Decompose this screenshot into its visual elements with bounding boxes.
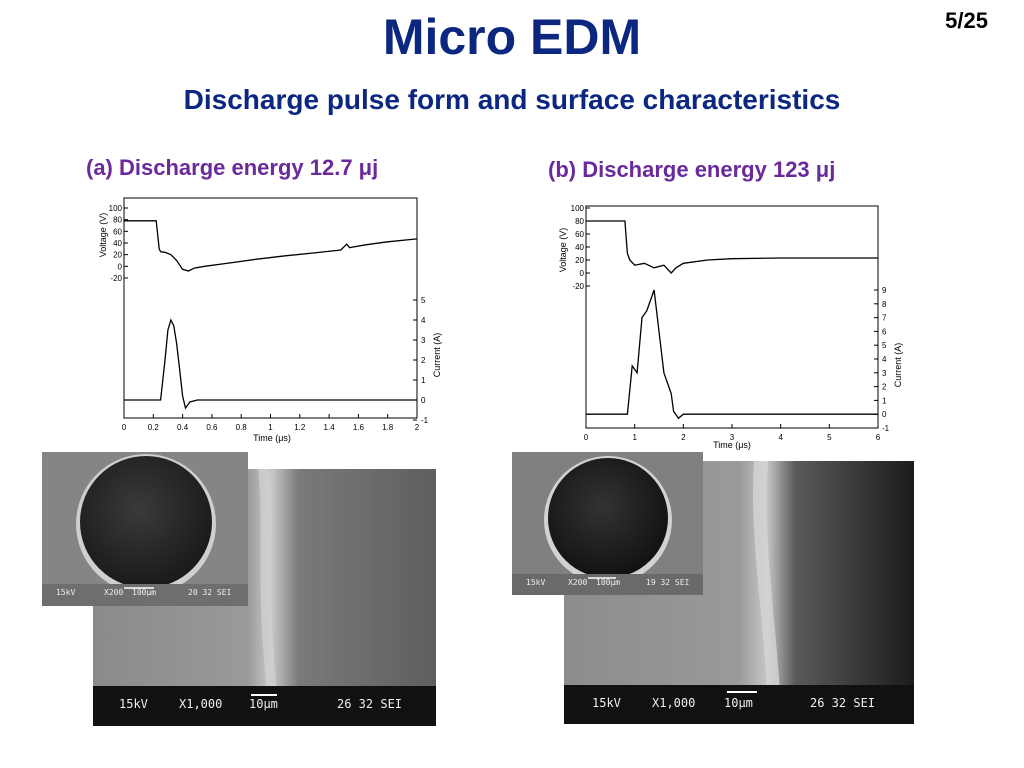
slide-title: Micro EDM — [382, 9, 642, 65]
voltage-axis-label: Voltage (V) — [558, 228, 568, 273]
current-tick-label: 5 — [882, 341, 887, 350]
current-tick-label: -1 — [421, 416, 429, 425]
chart-a: 100 80 60 40 20 0 -20 5 4 3 2 1 0 -1 0 0.2 0.4 0.6 0.8 1 1… — [98, 197, 442, 443]
time-tick-label: 0.6 — [206, 423, 218, 432]
sem-code-label: 26 32 SEI — [337, 697, 403, 711]
voltage-tick-label: -20 — [110, 274, 122, 283]
current-tick-label: 7 — [882, 314, 887, 323]
current-tick-label: 1 — [421, 376, 426, 385]
voltage-tick-label: 100 — [109, 204, 123, 213]
current-axis-label: Current (A) — [432, 333, 442, 378]
voltage-tick-label: -20 — [572, 282, 584, 291]
current-tick-label: 4 — [421, 316, 426, 325]
current-tick-label: 1 — [882, 396, 887, 405]
voltage-tick-label: 60 — [113, 227, 122, 236]
voltage-tick-label: 80 — [113, 216, 122, 225]
sem-kv-label: 15kV — [119, 697, 148, 711]
time-tick-label: 0 — [122, 423, 127, 432]
time-tick-label: 0.2 — [148, 423, 160, 432]
time-tick-label: 1.8 — [382, 423, 394, 432]
time-tick-label: 1 — [632, 433, 637, 442]
current-tick-label: 9 — [882, 286, 887, 295]
current-series — [586, 289, 878, 420]
time-tick-label: 0 — [584, 433, 589, 442]
voltage-tick-label: 40 — [113, 239, 122, 248]
sem-code-label: 20 32 SEI — [188, 588, 232, 597]
time-axis-label: Time (μs) — [253, 433, 291, 443]
sem-kv-label: 15kV — [592, 696, 621, 710]
current-tick-label: 0 — [421, 396, 426, 405]
current-tick-label: -1 — [882, 424, 890, 433]
time-tick-label: 3 — [730, 433, 735, 442]
sem-scale-label: 10μm — [249, 697, 278, 711]
voltage-tick-label: 80 — [575, 217, 584, 226]
time-axis-label: Time (μs) — [713, 440, 751, 450]
voltage-tick-label: 20 — [113, 251, 122, 260]
sem-mag-label: X200 — [568, 578, 588, 587]
voltage-series — [586, 220, 878, 274]
sem-mag-label: X1,000 — [652, 696, 696, 710]
time-tick-label: 0.4 — [177, 423, 189, 432]
time-tick-label: 1.6 — [353, 423, 365, 432]
page-number: 5/25 — [945, 8, 988, 33]
time-tick-label: 2 — [415, 423, 420, 432]
sem-scale-label: 10μm — [724, 696, 753, 710]
current-tick-label: 2 — [882, 383, 887, 392]
time-tick-label: 6 — [876, 433, 881, 442]
sem-mag-label: X200 — [104, 588, 124, 597]
current-tick-label: 5 — [421, 296, 426, 305]
current-tick-label: 2 — [421, 356, 426, 365]
current-axis-label: Current (A) — [893, 343, 903, 388]
slide-subtitle: Discharge pulse form and surface charact… — [183, 84, 841, 115]
voltage-axis-label: Voltage (V) — [98, 213, 108, 258]
sem-code-label: 26 32 SEI — [810, 696, 876, 710]
time-tick-label: 1.2 — [294, 423, 306, 432]
voltage-series — [124, 220, 418, 272]
time-tick-label: 0.8 — [236, 423, 248, 432]
voltage-tick-label: 100 — [571, 204, 585, 213]
time-tick-label: 4 — [778, 433, 783, 442]
caption-b: (b) Discharge energy 123 μj — [548, 157, 836, 182]
voltage-tick-label: 40 — [575, 243, 584, 252]
sem-mag-label: X1,000 — [179, 697, 223, 711]
voltage-tick-label: 60 — [575, 230, 584, 239]
voltage-tick-label: 20 — [575, 256, 584, 265]
voltage-tick-label: 0 — [118, 262, 123, 271]
sem-code-label: 19 32 SEI — [646, 578, 690, 587]
current-tick-label: 3 — [421, 336, 426, 345]
caption-a: (a) Discharge energy 12.7 μj — [86, 155, 379, 180]
time-tick-label: 1 — [268, 423, 273, 432]
sem-kv-label: 15kV — [526, 578, 546, 587]
time-tick-label: 1.4 — [324, 423, 336, 432]
plot-frame — [123, 197, 418, 419]
plot-frame — [585, 205, 879, 429]
current-tick-label: 4 — [882, 355, 887, 364]
sem-image-a-inset: 15kV X200 100μm 20 32 SEI — [42, 452, 248, 606]
current-tick-label: 3 — [882, 369, 887, 378]
current-tick-label: 6 — [882, 327, 887, 336]
sem-scale-label: 100μm — [596, 578, 621, 587]
current-tick-label: 8 — [882, 300, 887, 309]
sem-image-b-inset: 15kV X200 100μm 19 32 SEI — [512, 452, 703, 595]
voltage-tick-label: 0 — [580, 269, 585, 278]
time-tick-label: 5 — [827, 433, 832, 442]
sem-kv-label: 15kV — [56, 588, 76, 597]
chart-b: 100 80 60 40 20 0 -20 9 8 7 6 5 4 3 2 1 0 -1 0 1 2 3 4 5 6 Vol… — [558, 204, 903, 450]
sem-scale-label: 100μm — [132, 588, 157, 597]
current-series — [124, 318, 417, 410]
time-tick-label: 2 — [681, 433, 686, 442]
current-tick-label: 0 — [882, 410, 887, 419]
